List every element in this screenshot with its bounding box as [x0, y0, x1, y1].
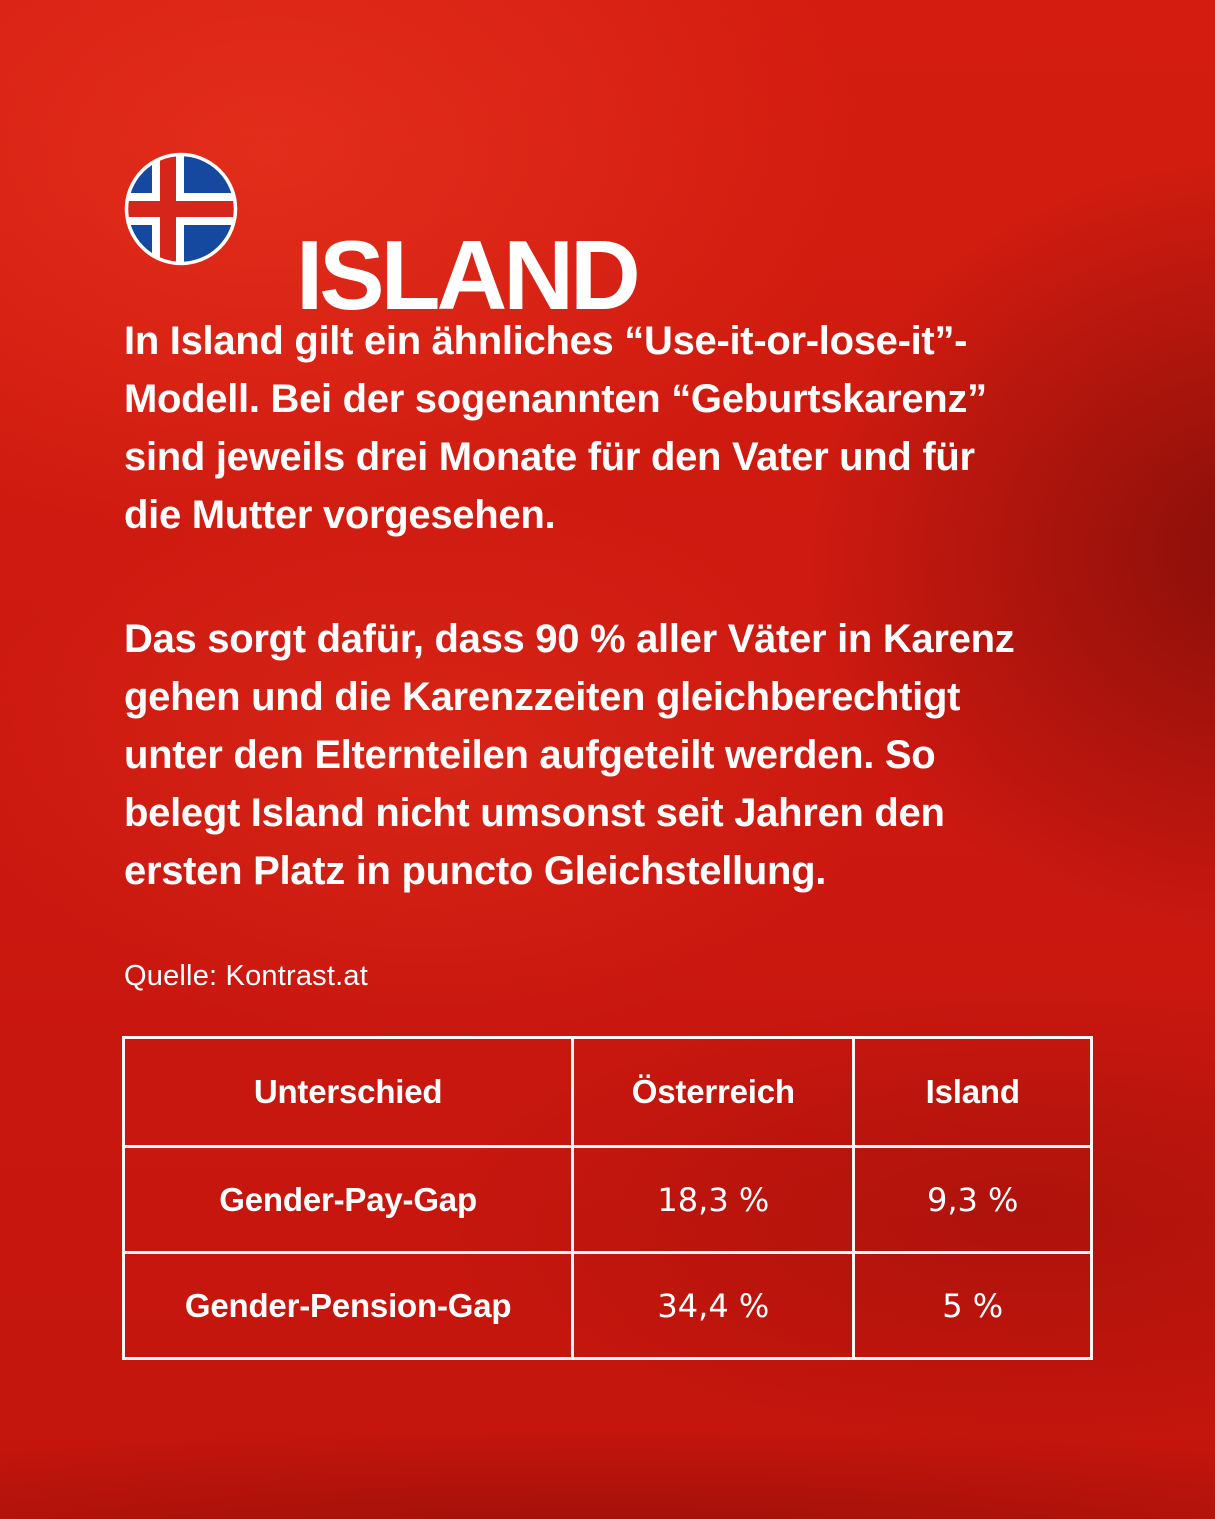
table-row-label: Gender-Pension-Gap	[125, 1251, 572, 1357]
paragraph-line: unter den Elternteilen aufgeteilt werden…	[124, 733, 936, 777]
intro-paragraph: In Island gilt ein ähnliches “Use-it-or-…	[124, 312, 1134, 544]
table-cell-value: 5 %	[852, 1251, 1090, 1357]
table-header-oesterreich: Österreich	[571, 1039, 852, 1145]
paragraph-line: ersten Platz in puncto Gleichstellung.	[124, 849, 827, 893]
page-title: ISLAND	[296, 219, 641, 330]
stats-paragraph: Das sorgt dafür, dass 90 % aller Väter i…	[124, 610, 1134, 900]
iceland-flag-icon	[124, 152, 238, 266]
paragraph-line: belegt Island nicht umsonst seit Jahren …	[124, 791, 945, 835]
paragraph-line: Modell. Bei der sogenannten “Geburtskare…	[124, 377, 987, 421]
paragraph-line: Das sorgt dafür, dass 90 % aller Väter i…	[124, 617, 1015, 661]
table-cell-value: 18,3 %	[571, 1145, 853, 1251]
paragraph-line: In Island gilt ein ähnliches “Use-it-or-…	[124, 319, 968, 363]
iceland-flag-svg	[124, 152, 238, 266]
table-cell-value: 9,3 %	[852, 1145, 1090, 1251]
table-header-island: Island	[852, 1039, 1090, 1145]
paragraph-line: gehen und die Karenzzeiten gleichberecht…	[124, 675, 961, 719]
paragraph-line: die Mutter vorgesehen.	[124, 493, 556, 537]
source-label: Quelle: Kontrast.at	[124, 960, 368, 992]
table-row-label: Gender-Pay-Gap	[125, 1145, 572, 1251]
paragraph-line: sind jeweils drei Monate für den Vater u…	[124, 435, 975, 479]
table-cell-value: 34,4 %	[571, 1251, 853, 1357]
comparison-table: Unterschied Österreich Island Gender-Pay…	[122, 1036, 1093, 1360]
flag-circle-ring	[124, 152, 238, 266]
flag-red-cross-horizontal	[127, 201, 235, 217]
table-header-unterschied: Unterschied	[253, 1073, 443, 1110]
